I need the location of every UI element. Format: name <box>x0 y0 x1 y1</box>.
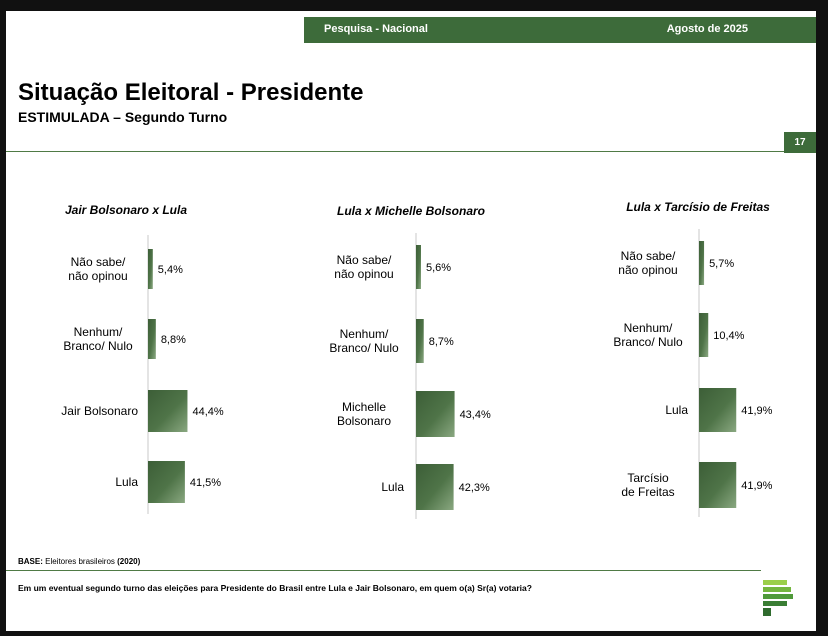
chart-title: Lula x Michelle Bolsonaro <box>337 204 485 218</box>
charts-area: Jair Bolsonaro x Lula Não sabe/não opinou… <box>61 200 773 519</box>
survey-date-label: Agosto de 2025 <box>666 23 748 35</box>
value-label: 5,6% <box>426 262 451 274</box>
chart-title: Jair Bolsonaro x Lula <box>65 203 187 217</box>
bar <box>148 319 156 359</box>
category-label: Nenhum/Branco/ Nulo <box>329 327 399 355</box>
base-text: Eleitores brasileiros <box>42 557 118 566</box>
category-label: Lula <box>665 403 688 417</box>
category-label: Nenhum/Branco/ Nulo <box>613 321 683 349</box>
bar <box>148 461 185 503</box>
category-label: Michelle Bolsonaro <box>337 400 391 428</box>
value-label: 41,5% <box>190 477 221 489</box>
value-label: 44,4% <box>192 406 223 418</box>
category-label: Não sabe/não opinou <box>334 253 393 281</box>
bar <box>148 249 153 289</box>
survey-question: Em um eventual segundo turno das eleiçõe… <box>18 583 532 593</box>
slide: Pesquisa - Nacional Agosto de 2025 Situa… <box>6 11 816 631</box>
category-label: Não sabe/não opinou <box>618 249 677 277</box>
bar <box>699 462 737 508</box>
bar <box>416 319 424 363</box>
survey-scope-label: Pesquisa - Nacional <box>324 23 428 35</box>
base-sample-size: (2020) <box>117 557 141 566</box>
value-label: 8,7% <box>429 336 454 348</box>
value-label: 41,9% <box>741 480 772 492</box>
base-label: BASE: <box>18 557 43 566</box>
bar <box>699 241 705 285</box>
category-label: Lula <box>115 475 138 489</box>
header-divider <box>6 151 816 152</box>
bar <box>416 391 455 437</box>
value-label: 43,4% <box>460 409 491 421</box>
header-banner: Pesquisa - Nacional Agosto de 2025 <box>304 17 816 43</box>
bar <box>148 390 188 432</box>
category-label: Lula <box>381 480 404 494</box>
value-label: 5,7% <box>709 258 734 270</box>
category-label: Jair Bolsonaro <box>61 404 138 418</box>
page-subtitle: ESTIMULADA – Segundo Turno <box>18 109 228 125</box>
page-title: Situação Eleitoral - Presidente <box>18 79 364 106</box>
page-number-badge: 17 <box>784 132 816 153</box>
category-label: Nenhum/Branco/ Nulo <box>63 325 133 353</box>
value-label: 5,4% <box>158 264 183 276</box>
bar <box>699 388 737 432</box>
value-label: 42,3% <box>459 482 490 494</box>
bar <box>416 245 421 289</box>
logo-icon <box>763 580 793 616</box>
chart-title: Lula x Tarcísio de Freitas <box>626 200 770 214</box>
footer-divider <box>6 570 761 571</box>
category-label: Tarcísio de Freitas <box>621 471 674 499</box>
value-label: 41,9% <box>741 405 772 417</box>
base-note: BASE: Eleitores brasileiros (2020) <box>18 557 140 566</box>
bar <box>699 313 709 357</box>
category-label: Não sabe/não opinou <box>68 255 127 283</box>
value-label: 10,4% <box>713 330 744 342</box>
bar <box>416 464 454 510</box>
value-label: 8,8% <box>161 334 186 346</box>
